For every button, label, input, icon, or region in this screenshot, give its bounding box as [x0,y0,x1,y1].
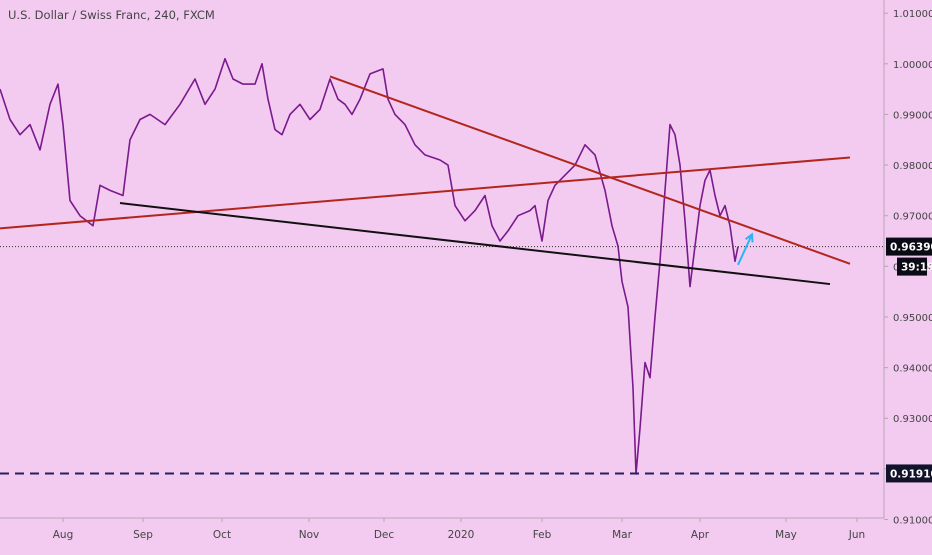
axis-labels-group: 1.010001.000000.990000.980000.970000.960… [53,9,932,541]
x-tick-label: Nov [299,529,320,541]
chart-title: U.S. Dollar / Swiss Franc, 240, FXCM [8,8,215,22]
level-price-badge [886,464,932,483]
trendlines-group [0,75,884,475]
countdown-badge [897,257,927,276]
x-tick-label: Sep [133,529,153,541]
trendline [0,156,851,230]
level-price-label: 0.91910 [890,468,932,480]
y-tick-label: 1.01000 [893,9,932,20]
x-tick-label: Dec [374,529,395,541]
current-price-label: 0.96390 [890,242,932,254]
x-tick-label: 2020 [448,529,475,541]
arrow-head [744,232,754,243]
x-tick-label: Jun [848,529,865,541]
x-tick-label: Feb [533,529,552,541]
y-tick-label: 0.98000 [893,161,932,172]
y-tick-label: 0.99000 [893,110,932,121]
y-tick-label: 0.94000 [893,364,932,375]
y-tick-label: 1.00000 [893,60,932,71]
x-tick-label: Aug [53,529,74,541]
price-series-group [0,57,739,475]
trendline [119,202,831,286]
x-tick-label: Mar [612,529,632,541]
x-tick-label: Apr [691,529,710,541]
arrow-shaft [737,234,753,266]
current-price-badge [886,237,932,256]
y-tick-label: 0.95000 [893,313,932,324]
y-tick-label: 0.91000 [893,516,932,527]
x-tick-label: Oct [213,529,231,541]
axes-group [0,0,885,519]
countdown-label: 39:19 [901,262,932,274]
y-tick-label: 0.93000 [893,414,932,425]
trendline [329,75,851,265]
y-tick-label: 0.97000 [893,212,932,223]
x-tick-label: May [775,529,797,541]
price-series-line [0,57,739,475]
